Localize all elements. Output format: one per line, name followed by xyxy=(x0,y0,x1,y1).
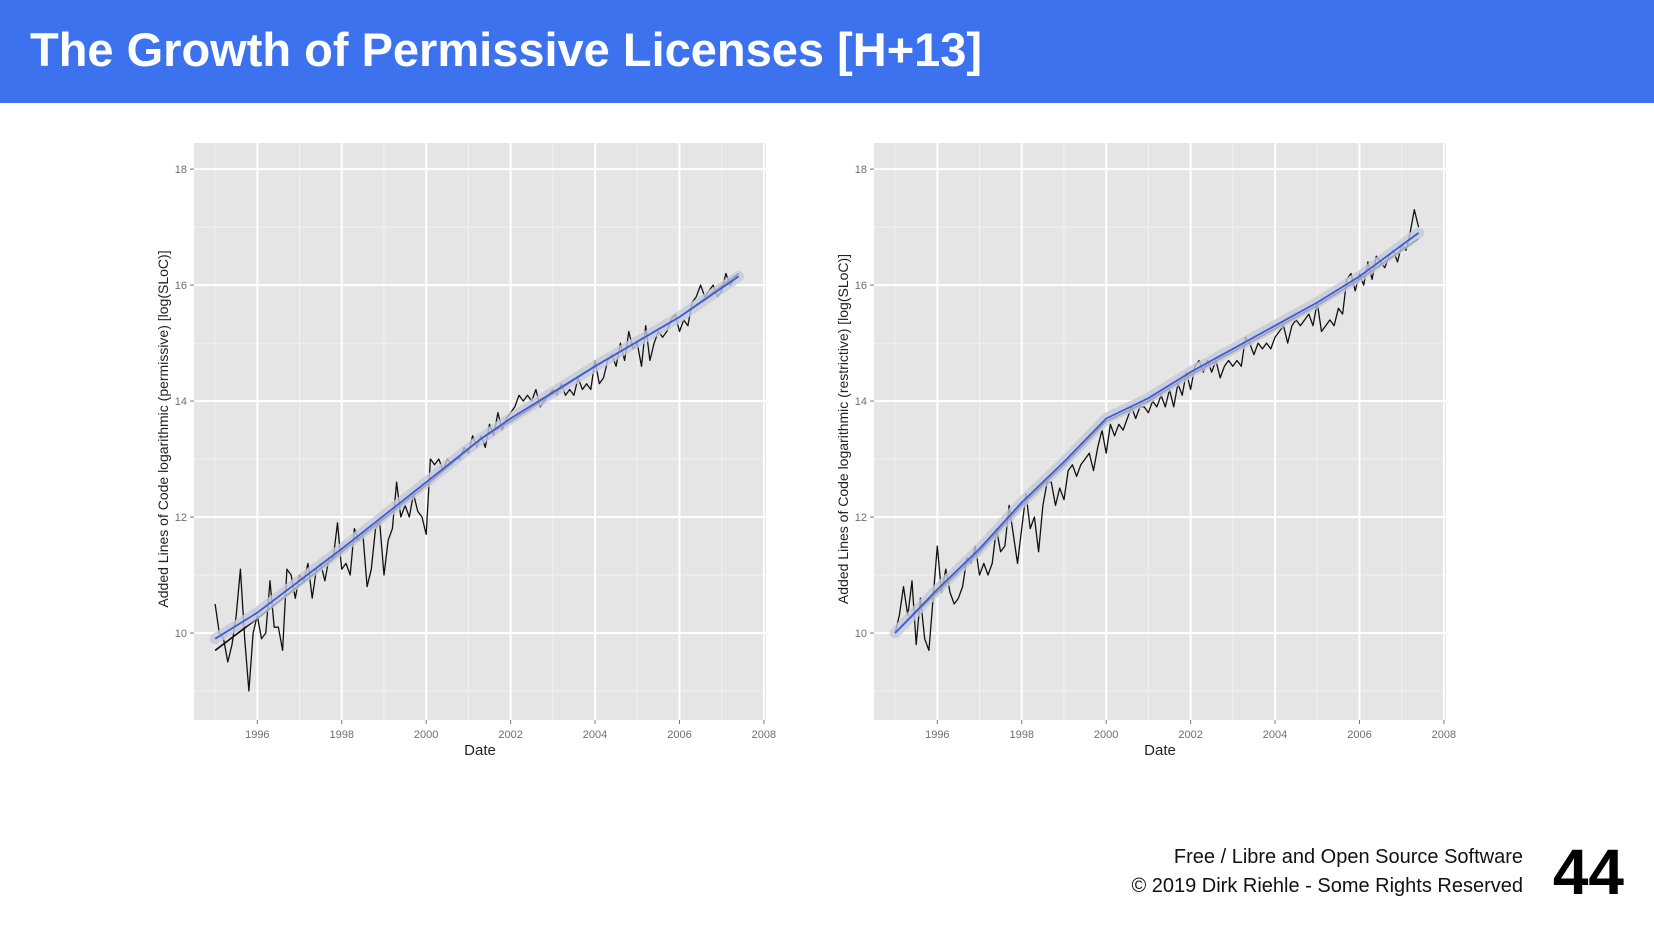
y-tick-label: 12 xyxy=(175,512,187,524)
y-tick-label: 14 xyxy=(855,396,867,408)
x-axis-title: Date xyxy=(1144,742,1176,759)
plot-panel xyxy=(874,143,1446,720)
x-tick-label: 2008 xyxy=(1432,729,1456,741)
footer: Free / Libre and Open Source Software © … xyxy=(1131,843,1523,901)
chart-svg: 1996 1998 2000 2002 2004 2006 2008 10 12 14 16 18 Da… xyxy=(155,143,776,759)
slide-title: The Growth of Permissive Licenses [H+13] xyxy=(30,23,983,76)
y-axis-title: Added Lines of Code logarithmic (restric… xyxy=(835,254,851,604)
y-tick-label: 16 xyxy=(855,280,867,292)
x-tick-label: 2000 xyxy=(1094,729,1118,741)
x-tick-label: 2008 xyxy=(752,729,776,741)
page-number: 44 xyxy=(1552,836,1624,908)
x-tick-label: 2000 xyxy=(414,729,438,741)
x-tick-label: 1998 xyxy=(1010,729,1034,741)
series-monthly-line xyxy=(894,209,1420,652)
y-tick-label: 14 xyxy=(175,396,187,408)
y-tick-label: 18 xyxy=(175,164,187,176)
x-axis-title: Date xyxy=(464,742,496,759)
plot-panel xyxy=(194,143,766,720)
series-smooth-trend xyxy=(894,232,1420,634)
title-bar: The Growth of Permissive Licenses [H+13] xyxy=(0,0,1654,103)
y-tick-label: 16 xyxy=(175,280,187,292)
x-tick-label: 1998 xyxy=(330,729,354,741)
x-tick-label: 2006 xyxy=(667,729,691,741)
y-tick-label: 18 xyxy=(855,164,867,176)
chart-restrictive: 1996 1998 2000 2002 2004 2006 2008 10 12 14 16 18 Da… xyxy=(830,140,1510,810)
x-tick-label: 2006 xyxy=(1347,729,1371,741)
chart-svg: 1996 1998 2000 2002 2004 2006 2008 10 12 14 16 18 Da… xyxy=(835,143,1456,759)
x-tick-label: 1996 xyxy=(925,729,949,741)
chart-permissive: 1996 1998 2000 2002 2004 2006 2008 10 12 14 16 18 Da… xyxy=(150,140,830,810)
x-tick-label: 1996 xyxy=(245,729,269,741)
x-tick-label: 2004 xyxy=(583,729,607,741)
y-tick-label: 10 xyxy=(175,628,187,640)
x-tick-label: 2002 xyxy=(498,729,522,741)
y-tick-label: 12 xyxy=(855,512,867,524)
series-smooth-trend xyxy=(214,275,740,640)
x-tick-label: 2004 xyxy=(1263,729,1287,741)
y-tick-label: 10 xyxy=(855,628,867,640)
y-axis-title: Added Lines of Code logarithmic (permiss… xyxy=(155,250,171,607)
footer-course-name: Free / Libre and Open Source Software xyxy=(1173,846,1523,868)
x-tick-label: 2002 xyxy=(1178,729,1202,741)
footer-copyright: © 2019 Dirk Riehle - Some Rights Reserve… xyxy=(1131,875,1523,897)
